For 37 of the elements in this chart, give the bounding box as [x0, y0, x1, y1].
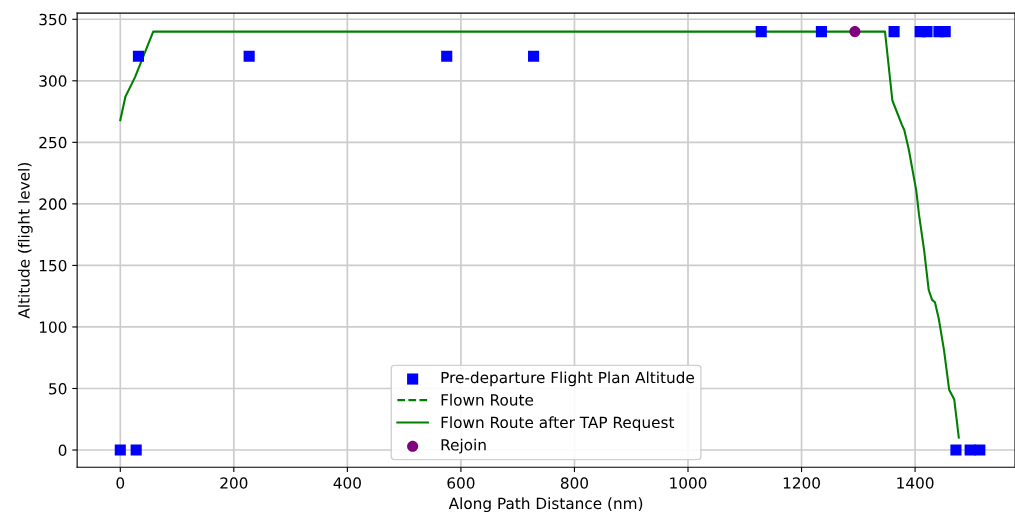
point: [939, 26, 951, 38]
point: [888, 26, 900, 38]
legend-label: Flown Route: [441, 393, 534, 406]
x-tick-label: 0: [116, 477, 125, 489]
point: [755, 26, 767, 38]
point: [130, 444, 142, 456]
x-tick-label: 600: [447, 477, 475, 489]
point: [849, 26, 861, 38]
point: [132, 50, 145, 62]
point: [243, 50, 255, 62]
point: [950, 444, 962, 456]
y-tick-label: 50: [49, 382, 67, 395]
legend-label: Pre-departure Flight Plan Altitude: [441, 371, 694, 387]
legend-label: Rejoin: [441, 438, 486, 454]
legend-label: Flown Route after TAP Request: [441, 416, 675, 432]
y-tick-label: 250: [39, 136, 67, 149]
x-tick-label: 1400: [897, 477, 934, 489]
y-axis-title: Altitude (flight level): [17, 163, 33, 319]
point: [114, 444, 126, 456]
point: [974, 444, 986, 456]
point: [921, 26, 933, 38]
line-series: [119, 30, 960, 439]
y-tick-label: 300: [39, 75, 67, 87]
x-axis-title: Along Path Distance (nm): [448, 497, 643, 513]
point: [815, 26, 827, 38]
y-tick-label: 350: [39, 13, 67, 26]
y-tick-label: 150: [39, 259, 67, 272]
point: [441, 50, 453, 62]
x-tick-label: 800: [560, 477, 589, 489]
point: [528, 50, 540, 62]
x-tick-label: 400: [333, 477, 361, 489]
x-tick-label: 1000: [670, 477, 707, 489]
x-tick-label: 1200: [783, 477, 820, 489]
y-tick-label: 100: [39, 321, 67, 333]
x-tick-label: 200: [220, 477, 248, 489]
y-tick-label: 0: [58, 444, 67, 457]
y-tick-label: 200: [39, 198, 67, 210]
